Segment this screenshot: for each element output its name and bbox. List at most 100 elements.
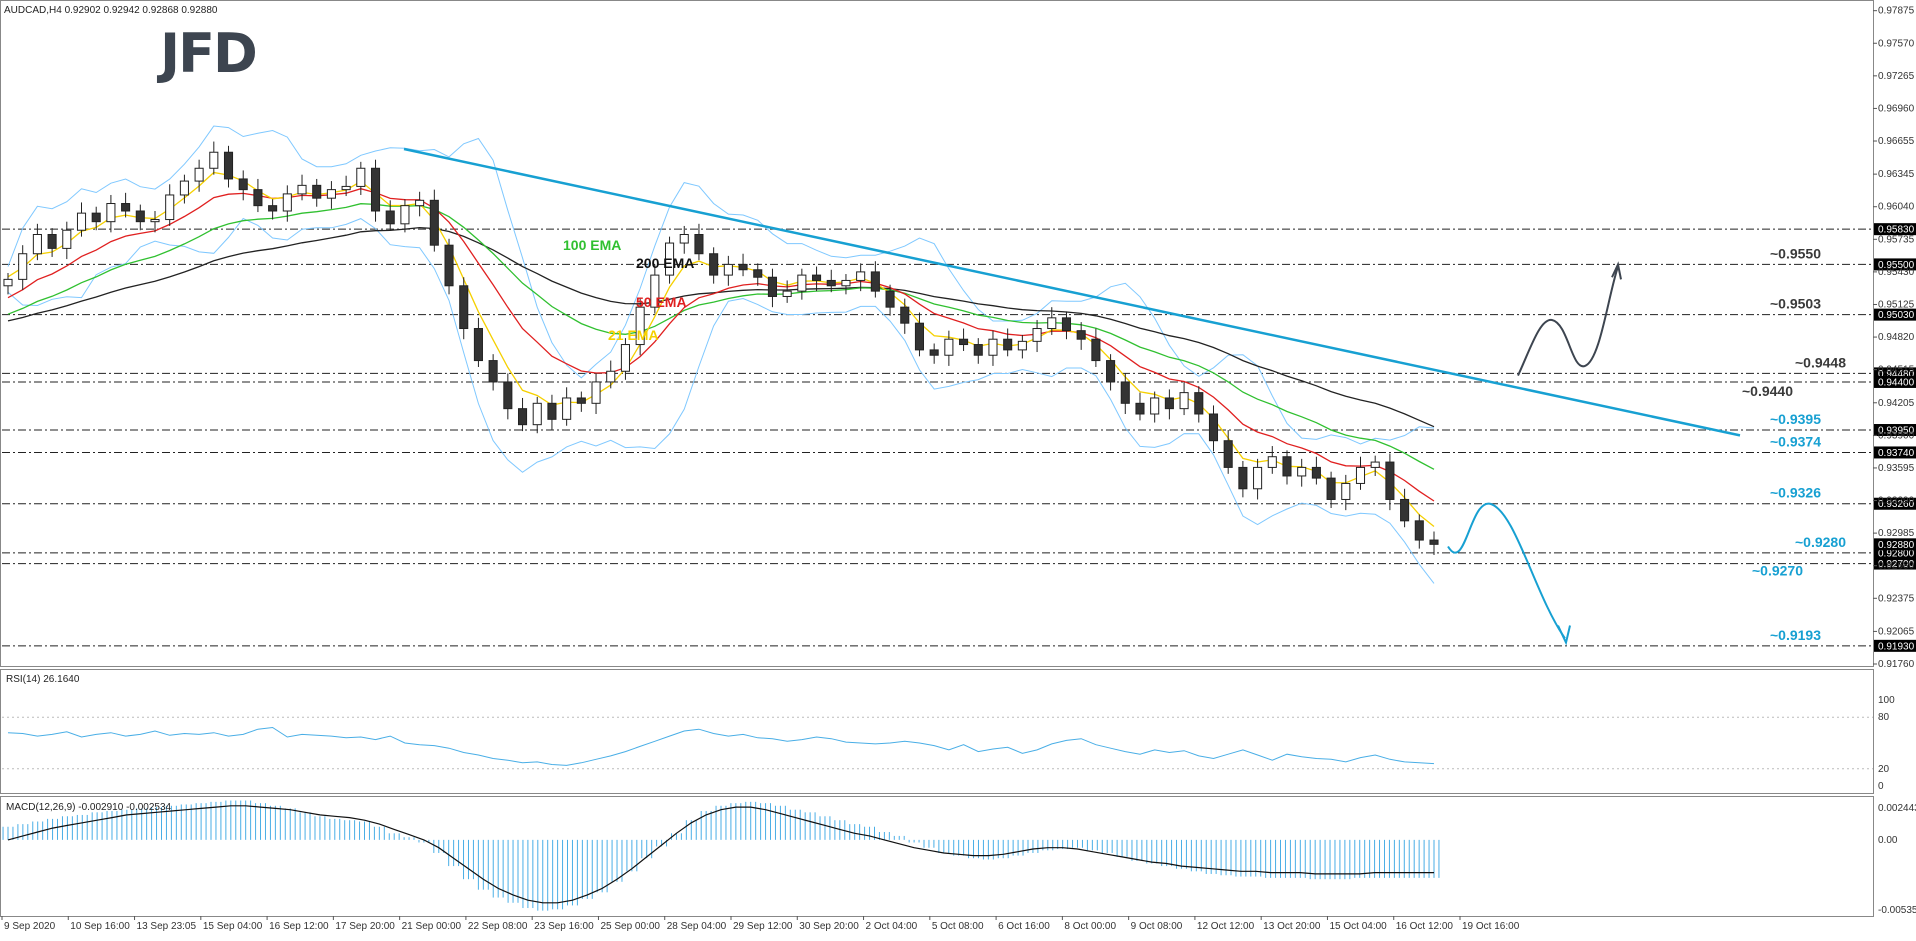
candle-body [562, 397, 572, 420]
candle-body [370, 167, 381, 212]
candle-body [312, 184, 322, 199]
time-tick-label: 8 Oct 00:00 [1064, 921, 1116, 932]
bearish-arrow-head [1557, 625, 1571, 646]
candle-body [694, 234, 704, 255]
time-tick-label: 9 Sep 2020 [4, 921, 56, 932]
candle-body [1385, 461, 1395, 500]
candle-body [1164, 397, 1174, 410]
candle-body [179, 180, 189, 196]
level-label: ~0.9440 [1742, 383, 1793, 399]
time-tick-label: 15 Sep 04:00 [203, 921, 263, 932]
rsi-tick-label: 20 [1878, 764, 1890, 775]
candle-body [47, 234, 57, 249]
candle-body [1267, 456, 1277, 468]
price-tick-label: 0.95125 [1878, 299, 1915, 310]
candle-body [1238, 466, 1248, 490]
candle-body [973, 344, 983, 356]
symbol-title: AUDCAD,H4 0.92902 0.92942 0.92868 0.9288… [4, 5, 218, 16]
candle-body [1370, 461, 1380, 468]
ema100-label: 100 EMA [563, 237, 621, 253]
candle-body [18, 253, 28, 280]
candle-body [121, 203, 131, 212]
candle-body [1326, 477, 1336, 500]
price-tick-label: 0.97570 [1878, 38, 1915, 49]
bollinger-lower-line [7, 217, 1435, 584]
jfd-logo: JFD [156, 22, 256, 85]
candle-body [268, 205, 278, 212]
current-price-text: 0.92880 [1878, 540, 1915, 551]
candle-body [473, 328, 483, 362]
rsi-tick-label: 100 [1878, 695, 1895, 706]
candle-body [150, 219, 160, 223]
candle-body [91, 212, 101, 223]
rsi-panel-frame [0, 669, 1874, 794]
bearish-projection-path [1447, 502, 1566, 639]
candle-body [488, 360, 498, 383]
time-tick-label: 6 Oct 16:00 [998, 921, 1050, 932]
candle-body [1253, 466, 1263, 490]
candle-body [1076, 330, 1086, 340]
candle-body [723, 263, 733, 276]
candle-body [356, 167, 366, 187]
level-price-box [1874, 223, 1916, 236]
candle-body [1135, 402, 1145, 415]
candle-body [459, 285, 469, 330]
time-tick-label: 25 Sep 00:00 [600, 921, 660, 932]
price-tick-label: 0.92985 [1878, 528, 1915, 539]
time-tick-label: 13 Sep 23:05 [137, 921, 197, 932]
level-price-box-text: 0.93260 [1878, 499, 1915, 510]
candle-body [1120, 381, 1130, 404]
time-tick-label: 30 Sep 20:00 [799, 921, 859, 932]
level-label: ~0.9280 [1795, 534, 1846, 550]
level-price-box [1874, 497, 1916, 510]
candle-body [297, 184, 307, 195]
candle-body [1223, 440, 1233, 468]
level-price-box [1874, 557, 1916, 570]
level-price-box [1874, 446, 1916, 459]
price-tick-label: 0.92375 [1878, 593, 1915, 604]
macd-tick-label: 0.002443 [1878, 803, 1916, 814]
candle-body [885, 290, 895, 308]
ema200-label: 200 EMA [636, 255, 694, 271]
candle-body [870, 271, 880, 292]
candle-body [767, 276, 777, 297]
level-label: ~0.9326 [1770, 485, 1821, 501]
candle-body [1032, 328, 1042, 342]
macd-title: MACD(12,26,9) -0.002910 -0.002534 [6, 802, 172, 813]
current-price-box [1874, 538, 1916, 551]
candle-body [1179, 392, 1189, 410]
candle-body [1150, 397, 1160, 415]
price-tick-label: 0.93290 [1878, 496, 1915, 507]
candle-body [709, 253, 719, 276]
level-label: ~0.9448 [1795, 354, 1846, 370]
time-tick-label: 29 Sep 12:00 [733, 921, 793, 932]
time-tick-label: 16 Oct 12:00 [1396, 921, 1454, 932]
level-price-box-text: 0.95030 [1878, 310, 1915, 321]
candle-body [826, 279, 836, 287]
level-price-box-text: 0.91930 [1878, 641, 1915, 652]
ema200-line [7, 226, 1435, 428]
candle-body [576, 397, 586, 404]
main-panel-frame [0, 0, 1874, 667]
candle-body [738, 263, 748, 271]
level-label: ~0.9503 [1770, 296, 1821, 312]
level-price-box-text: 0.94480 [1878, 369, 1915, 380]
candle-body [1355, 466, 1366, 484]
level-price-box-text: 0.93950 [1878, 426, 1915, 437]
time-tick-label: 2 Oct 04:00 [866, 921, 918, 932]
price-tick-label: 0.94205 [1878, 398, 1915, 409]
level-label: ~0.9550 [1770, 245, 1821, 261]
candle-body [944, 338, 954, 356]
ema21-label: 21 EMA [608, 327, 659, 343]
bullish-projection-path [1517, 266, 1619, 376]
candle-body [503, 381, 513, 410]
candle-body [782, 290, 792, 297]
candle-body [429, 199, 439, 246]
ema50-label: 50 EMA [636, 294, 687, 310]
candle-body [1091, 338, 1101, 362]
time-tick-label: 23 Sep 16:00 [534, 921, 594, 932]
candle-body [326, 189, 336, 199]
time-tick-label: 17 Sep 20:00 [335, 921, 395, 932]
candle-body [1282, 456, 1292, 477]
